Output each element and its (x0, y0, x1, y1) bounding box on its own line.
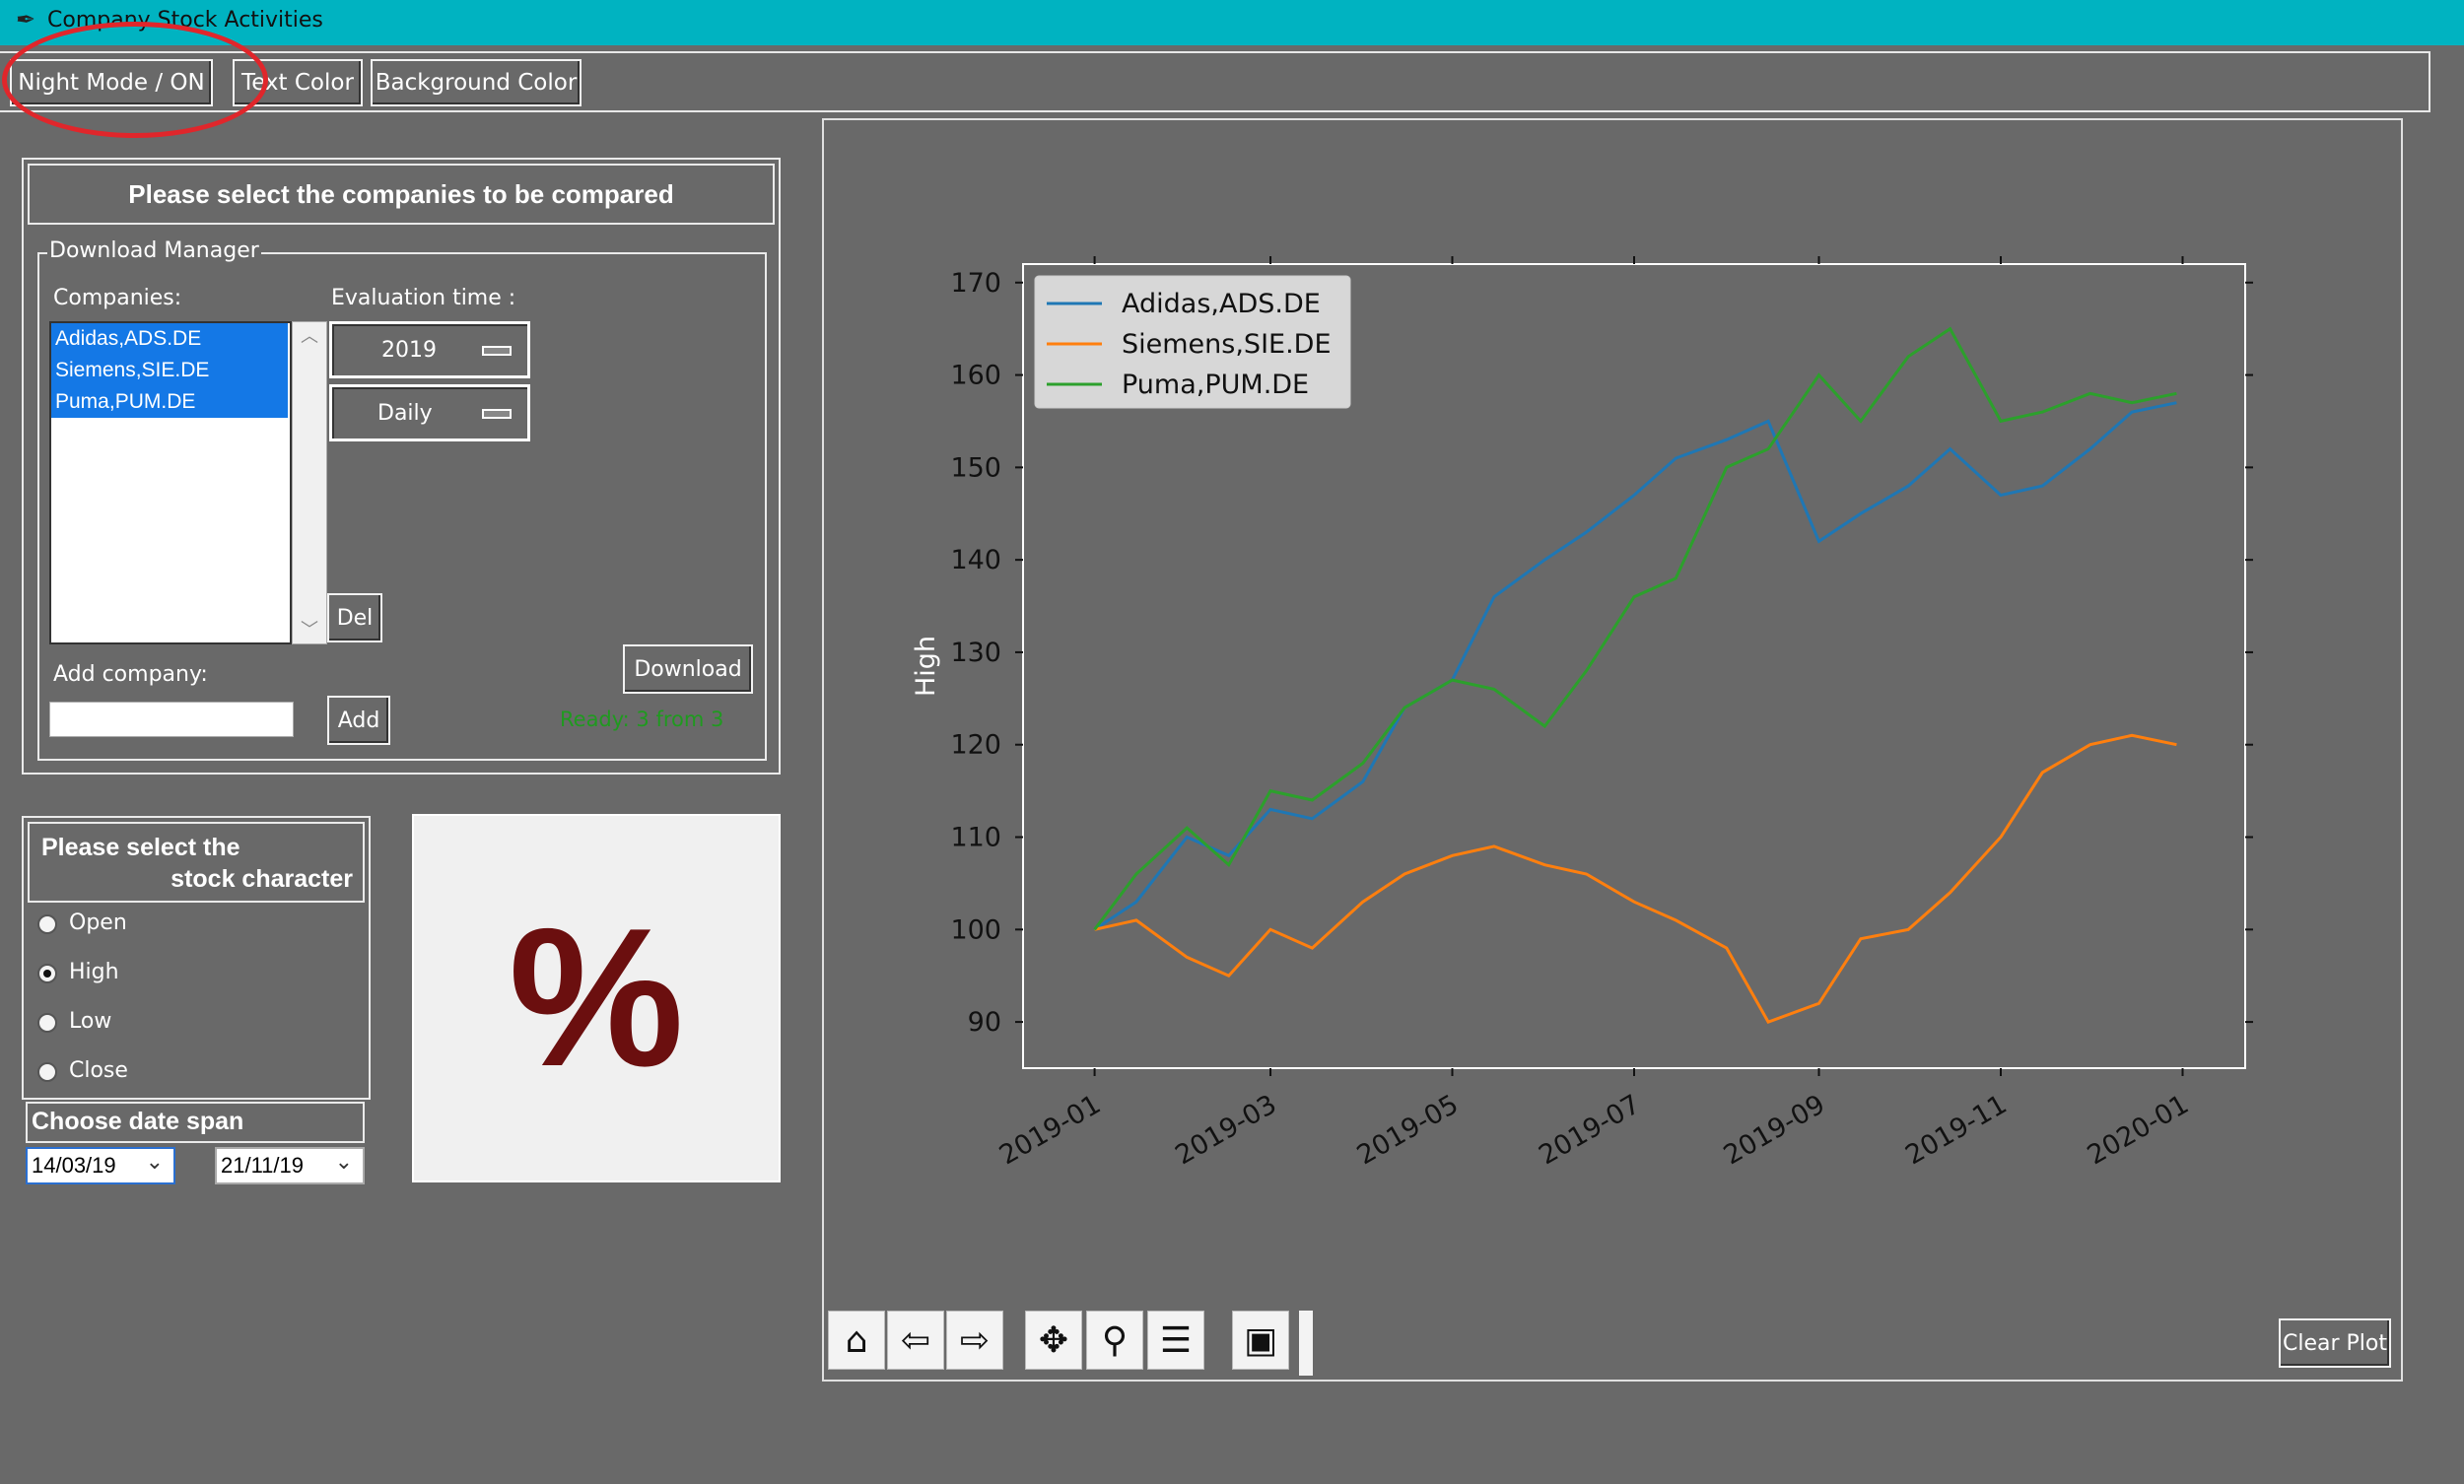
y-tick-label: 170 (950, 268, 1001, 299)
end-date-combobox[interactable]: 21/11/19 ⌄ (215, 1147, 365, 1184)
y-tick-label: 130 (950, 638, 1001, 668)
pan-icon[interactable]: ✥ (1025, 1311, 1082, 1370)
series-line-1 (1094, 733, 2177, 1024)
zoom-icon[interactable]: ⚲ (1086, 1311, 1143, 1370)
stock-character-panel: Please select the stock character (22, 816, 371, 1100)
stock-character-heading: Please select the stock character (28, 822, 365, 903)
optionmenu-indicator-icon (482, 346, 512, 356)
y-tick-label: 160 (950, 361, 1001, 391)
companies-heading: Please select the companies to be compar… (28, 164, 775, 225)
annotation-circle (2, 22, 268, 138)
y-tick-label: 140 (950, 545, 1001, 575)
end-date-value: 21/11/19 (221, 1153, 305, 1178)
interval-value: Daily (377, 401, 433, 426)
companies-label: Companies: (53, 286, 182, 310)
download-manager-group (37, 252, 767, 761)
add-company-label: Add company: (53, 662, 208, 687)
radio-open[interactable] (37, 914, 57, 934)
x-tick-label: 2019-07 (1534, 1089, 1645, 1171)
top-toolbar: Night Mode / ON Text Color Background Co… (0, 51, 2430, 112)
y-tick-label: 110 (950, 823, 1001, 853)
chart-area: 90 100 110 120 130 140 150 160 170 2019-01 2019-03… (822, 118, 2403, 1382)
start-date-combobox[interactable]: 14/03/19 ⌄ (26, 1147, 175, 1184)
heading-line-1: Please select the (41, 834, 240, 861)
scroll-down-icon[interactable]: ﹀ (301, 620, 318, 641)
radio-high[interactable] (37, 964, 57, 983)
chevron-down-icon[interactable]: ⌄ (145, 1149, 164, 1174)
companies-panel: Please select the companies to be compar… (22, 158, 781, 775)
percent-icon: % (509, 888, 684, 1108)
radio-high-label[interactable]: High (69, 960, 119, 984)
list-item[interactable]: Adidas,ADS.DE (51, 323, 288, 355)
y-tick-label: 90 (968, 1007, 1001, 1038)
radio-low-label[interactable]: Low (69, 1009, 112, 1034)
y-tick-label: 100 (950, 914, 1001, 945)
list-item[interactable]: Siemens,SIE.DE (51, 355, 288, 386)
back-arrow-icon[interactable]: ⇦ (887, 1311, 944, 1370)
x-tick-label: 2019-11 (1900, 1089, 2012, 1171)
series-line-0 (1093, 401, 2177, 931)
legend-entry: Adidas,ADS.DE (1122, 289, 1321, 319)
download-button[interactable]: Download (623, 644, 753, 694)
optionmenu-indicator-icon (482, 409, 512, 419)
year-optionmenu[interactable]: 2019 (329, 321, 530, 378)
year-value: 2019 (381, 338, 437, 363)
evaluation-time-label: Evaluation time : (331, 286, 516, 310)
start-date-value: 14/03/19 (32, 1153, 116, 1178)
app-feather-icon: ✒ (16, 6, 36, 34)
radio-close[interactable] (37, 1062, 57, 1082)
add-company-input[interactable] (49, 702, 294, 737)
del-button[interactable]: Del (327, 593, 382, 642)
background-color-button[interactable]: Background Color (371, 59, 582, 106)
percent-tile: % (412, 814, 781, 1182)
series-line-2 (1093, 326, 2177, 931)
y-tick-label: 120 (950, 730, 1001, 761)
y-tick-label: 150 (950, 452, 1001, 483)
clear-plot-button[interactable]: Clear Plot (2279, 1318, 2391, 1368)
heading-line-2: stock character (171, 865, 353, 893)
line-chart[interactable]: 90 100 110 120 130 140 150 160 170 2019-01 2019-03… (824, 120, 2401, 1380)
companies-listbox[interactable]: Adidas,ADS.DE Siemens,SIE.DE Puma,PUM.DE (49, 321, 292, 644)
interval-optionmenu[interactable]: Daily (329, 384, 530, 441)
radio-close-label[interactable]: Close (69, 1058, 128, 1083)
x-tick-label: 2020-01 (2083, 1089, 2194, 1171)
radio-open-label[interactable]: Open (69, 911, 127, 935)
radio-low[interactable] (37, 1013, 57, 1033)
y-axis-label: High (911, 636, 941, 697)
x-tick-label: 2019-01 (994, 1089, 1106, 1171)
legend-entry: Puma,PUM.DE (1122, 370, 1309, 400)
forward-arrow-icon[interactable]: ⇨ (946, 1311, 1003, 1370)
chevron-down-icon[interactable]: ⌄ (334, 1149, 353, 1174)
x-tick-label: 2019-05 (1352, 1089, 1464, 1171)
legend-box (1034, 275, 1351, 409)
list-item[interactable]: Puma,PUM.DE (51, 386, 288, 418)
legend-entry: Siemens,SIE.DE (1122, 329, 1332, 360)
save-icon[interactable]: ▣ (1232, 1311, 1289, 1370)
listbox-scrollbar[interactable]: ︿ ﹀ (292, 321, 327, 644)
scroll-up-icon[interactable]: ︿ (301, 326, 318, 347)
toolbar-end-spacer (1299, 1311, 1313, 1376)
configure-subplots-icon[interactable]: ☰ (1147, 1311, 1204, 1370)
add-button[interactable]: Add (327, 696, 390, 745)
download-status: Ready: 3 from 3 (560, 708, 724, 731)
date-span-heading: Choose date span (26, 1102, 365, 1143)
x-tick-label: 2019-03 (1170, 1089, 1281, 1171)
download-manager-label: Download Manager (47, 238, 261, 263)
home-icon[interactable]: ⌂ (828, 1311, 885, 1370)
x-tick-label: 2019-09 (1719, 1089, 1830, 1171)
title-bar: ✒ Company Stock Activities (0, 0, 2464, 45)
